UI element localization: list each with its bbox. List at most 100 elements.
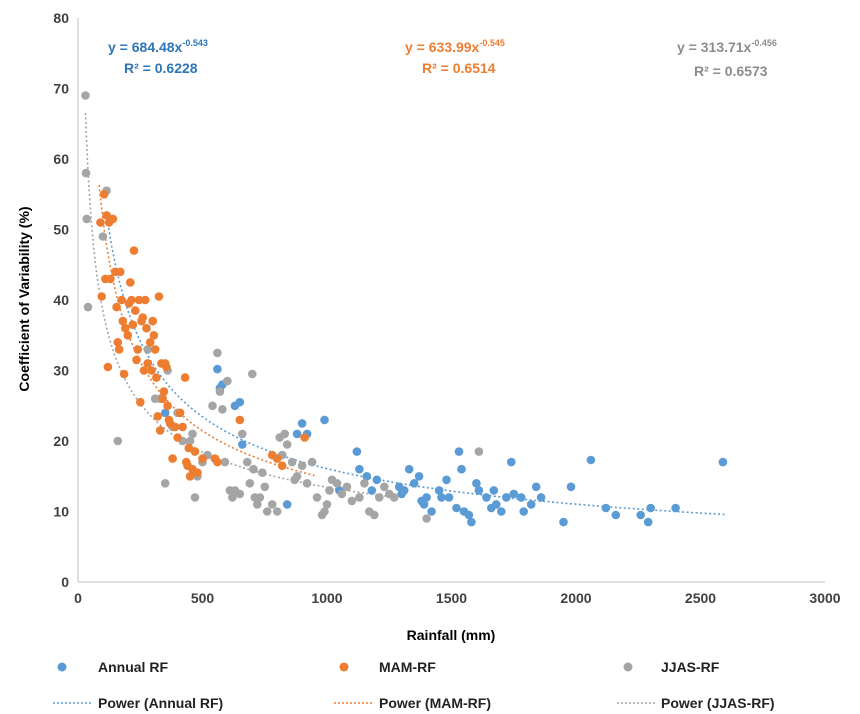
point-jjas-rf <box>228 493 237 502</box>
legend-item-power-jjas-rf[interactable]: Power (JJAS-RF) <box>617 695 775 711</box>
point-mam-rf <box>145 338 155 347</box>
point-annual-rf <box>399 486 409 495</box>
point-annual-rf <box>422 493 431 502</box>
equation-jjas: y = 313.71x-0.456 <box>677 38 777 55</box>
point-mam-rf <box>150 345 160 354</box>
point-mam-rf <box>198 454 207 463</box>
point-annual-rf <box>646 503 655 513</box>
point-annual-rf <box>636 510 645 520</box>
point-mam-rf <box>99 190 109 199</box>
point-annual-rf <box>507 457 516 467</box>
point-annual-rf <box>467 517 476 527</box>
x-tick-label: 1000 <box>311 590 342 606</box>
x-tick-label: 0 <box>74 590 82 606</box>
point-mam-rf <box>117 295 126 305</box>
point-mam-rf <box>139 366 149 375</box>
y-tick-label: 60 <box>53 151 69 167</box>
equation-jjas-exponent: -0.456 <box>751 38 777 48</box>
point-annual-rf <box>409 479 419 488</box>
point-annual-rf <box>213 364 222 374</box>
point-jjas-rf <box>360 479 369 488</box>
equation-jjas-base: y = 313.71x <box>677 39 752 55</box>
legend-label-power-annual-rf: Power (Annual RF) <box>98 695 223 711</box>
point-mam-rf <box>103 362 113 372</box>
point-annual-rf <box>427 507 436 516</box>
point-jjas-rf <box>389 493 399 502</box>
point-jjas-rf <box>355 493 364 502</box>
point-jjas-rf <box>474 447 484 456</box>
legend-item-power-mam-rf[interactable]: Power (MAM-RF) <box>334 695 491 711</box>
point-jjas-rf <box>342 482 352 492</box>
point-annual-rf <box>474 486 484 495</box>
point-jjas-rf <box>223 376 232 386</box>
point-mam-rf <box>132 355 141 365</box>
point-annual-rf <box>404 464 414 474</box>
point-jjas-rf <box>188 429 197 439</box>
point-annual-rf <box>516 493 526 502</box>
y-axis-title: Coefficient of Variability (%) <box>16 206 32 391</box>
y-tick-label: 80 <box>53 10 69 26</box>
legend-label-annual-rf: Annual RF <box>98 659 168 675</box>
point-mam-rf <box>129 246 139 255</box>
point-mam-rf <box>138 313 147 322</box>
point-annual-rf <box>509 489 519 499</box>
point-mam-rf <box>96 218 105 227</box>
point-mam-rf <box>112 302 121 312</box>
point-annual-rf <box>367 486 377 495</box>
point-mam-rf <box>119 369 129 379</box>
legend-marker-mam-rf <box>339 662 349 672</box>
point-mam-rf <box>136 397 145 407</box>
point-mam-rf <box>178 422 187 432</box>
r2-jjas: R² = 0.6573 <box>694 63 768 79</box>
point-mam-rf <box>113 338 123 347</box>
point-mam-rf <box>162 362 171 372</box>
point-annual-rf <box>472 479 481 488</box>
point-annual-rf <box>718 457 728 467</box>
point-mam-rf <box>114 345 124 354</box>
point-jjas-rf <box>190 493 200 502</box>
point-mam-rf <box>155 426 165 435</box>
equation-annual-base: y = 684.48x <box>108 39 183 55</box>
point-annual-rf <box>238 440 247 449</box>
y-tick-label: 10 <box>53 504 69 520</box>
y-tick-label: 70 <box>53 81 69 97</box>
point-mam-rf <box>123 331 133 340</box>
point-annual-rf <box>454 447 464 456</box>
point-jjas-rf <box>218 405 227 414</box>
point-jjas-rf <box>160 479 170 488</box>
legend-item-annual-rf[interactable]: Annual RF <box>57 659 169 675</box>
point-jjas-rf <box>312 493 322 502</box>
point-annual-rf <box>536 493 546 502</box>
point-jjas-rf <box>215 387 225 396</box>
point-jjas-rf <box>252 500 262 509</box>
point-annual-rf <box>531 482 541 492</box>
point-annual-rf <box>419 500 429 509</box>
points-group <box>81 91 728 527</box>
point-mam-rf <box>108 214 118 224</box>
point-annual-rf <box>482 493 491 502</box>
point-jjas-rf <box>113 436 123 446</box>
point-mam-rf <box>97 292 106 301</box>
point-mam-rf <box>140 295 150 305</box>
point-annual-rf <box>601 503 611 513</box>
point-jjas-rf <box>322 500 332 509</box>
y-tick-label: 50 <box>53 222 69 238</box>
equation-annual: y = 684.48x-0.543 <box>108 38 208 55</box>
point-jjas-rf <box>143 345 152 354</box>
legend-item-power-annual-rf[interactable]: Power (Annual RF) <box>53 695 223 711</box>
point-annual-rf <box>457 464 466 474</box>
point-mam-rf <box>159 387 169 396</box>
legend-item-jjas-rf[interactable]: JJAS-RF <box>623 659 720 675</box>
legend-item-mam-rf[interactable]: MAM-RF <box>339 659 437 675</box>
point-mam-rf <box>152 373 161 382</box>
point-annual-rf <box>372 475 382 485</box>
equation-mam-exponent: -0.545 <box>479 38 505 48</box>
point-mam-rf <box>154 292 164 301</box>
r2-annual: R² = 0.6228 <box>124 60 198 76</box>
point-annual-rf <box>566 482 576 492</box>
point-annual-rf <box>414 472 424 481</box>
point-jjas-rf <box>302 479 312 488</box>
equation-annual-exponent: -0.543 <box>182 38 208 48</box>
x-tick-label: 2500 <box>685 590 716 606</box>
